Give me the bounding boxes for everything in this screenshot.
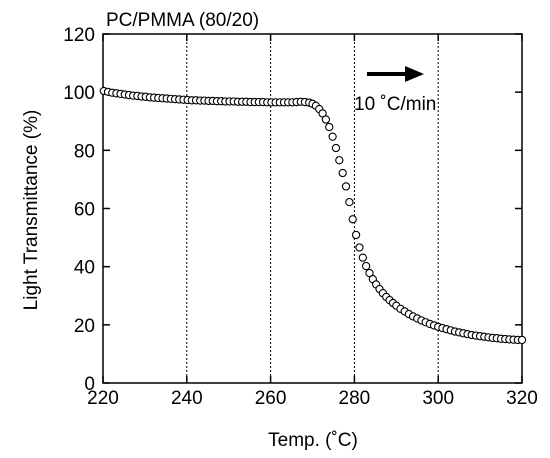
y-tick-label: 20: [74, 316, 95, 337]
data-point: [345, 197, 354, 207]
right-arrow-icon: [405, 66, 424, 82]
y-tick-label: 100: [63, 83, 95, 104]
x-tick-label: 300: [422, 388, 454, 409]
data-point: [335, 156, 344, 165]
y-tick-label: 0: [84, 374, 95, 395]
y-tick-label: 120: [63, 25, 95, 46]
data-point: [351, 230, 361, 240]
x-tick-label: 320: [506, 388, 538, 409]
x-axis: 220 240 260 280 300 320: [87, 34, 538, 409]
y-tick-label: 40: [74, 258, 95, 279]
x-tick-label: 260: [255, 388, 287, 409]
data-point: [318, 109, 327, 118]
x-tick-label: 280: [339, 388, 371, 409]
data-point: [348, 215, 357, 224]
data-point: [365, 268, 374, 278]
data-point: [355, 243, 364, 252]
y-axis-label: Light Transmittance (%): [21, 110, 42, 311]
annotation-text: 10 ˚C/min: [354, 94, 436, 115]
data-point: [517, 335, 527, 345]
x-tick-label: 240: [171, 388, 203, 409]
rate-annotation: 10 ˚C/min: [354, 66, 436, 115]
data-series: [99, 86, 527, 345]
data-point: [341, 182, 351, 191]
data-point: [328, 132, 337, 141]
chart-title: PC/PMMA (80/20): [106, 10, 259, 31]
data-point: [331, 143, 341, 153]
data-point: [338, 168, 347, 178]
x-axis-label: Temp. (˚C): [268, 430, 358, 451]
grid-lines: [186, 34, 439, 383]
x-tick-label: 220: [87, 388, 119, 409]
y-tick-label: 60: [74, 200, 95, 221]
data-point: [361, 261, 371, 271]
data-point: [325, 122, 334, 132]
y-axis: 0 20 40 60 80 100 120: [63, 25, 522, 395]
y-tick-label: 80: [74, 141, 95, 162]
data-point: [358, 253, 367, 262]
data-point: [321, 115, 331, 124]
